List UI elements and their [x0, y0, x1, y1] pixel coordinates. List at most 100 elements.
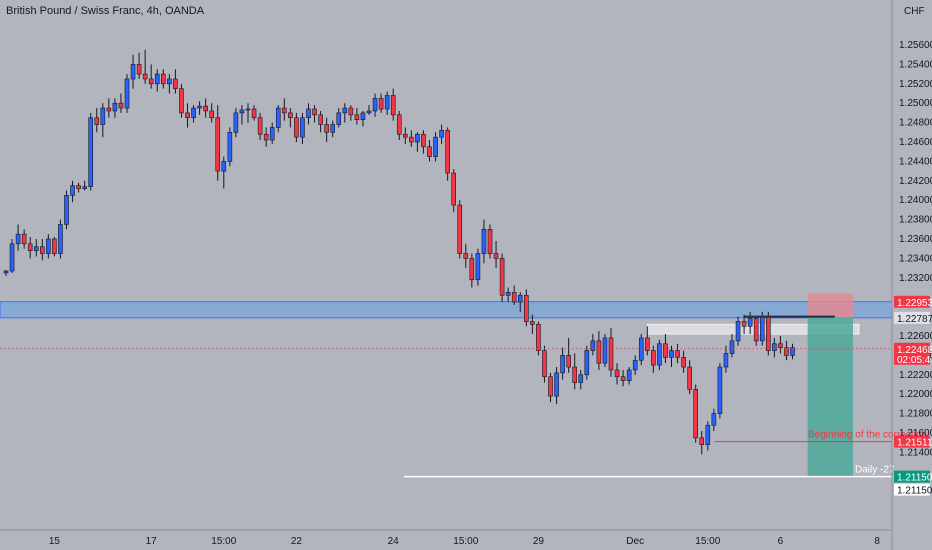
candle-body — [179, 88, 184, 114]
candle — [300, 112, 305, 144]
candle — [566, 337, 571, 373]
candle-body — [439, 130, 444, 138]
candle-body — [644, 337, 650, 351]
candle — [257, 112, 263, 141]
candle-body — [566, 355, 571, 368]
candle — [614, 363, 620, 385]
candle-body — [505, 292, 511, 296]
candle — [451, 169, 457, 212]
candles-layer — [3, 49, 795, 455]
candle-body — [336, 112, 342, 125]
candle-body — [481, 229, 487, 254]
candle — [463, 243, 469, 269]
price-axis[interactable]: 1.25600 1.25400 1.25200 1.25000 1.24800 1.246… — [899, 40, 932, 458]
price-badge-bg — [894, 435, 930, 448]
candle-body — [402, 133, 408, 138]
candle — [15, 224, 21, 251]
candle — [173, 69, 178, 94]
candle-body — [203, 105, 208, 112]
candle-body — [324, 124, 329, 133]
candle-body — [693, 389, 699, 439]
candle — [475, 248, 481, 286]
candle-body — [33, 246, 39, 251]
price-badge: 1.21150 — [894, 470, 932, 484]
price-badge-value: 1.21511 — [897, 438, 932, 449]
candle-body — [239, 109, 245, 114]
candle-body — [76, 185, 81, 189]
candle — [197, 101, 202, 115]
candle — [711, 408, 717, 432]
candle — [239, 105, 245, 125]
candle — [336, 108, 342, 128]
candle — [741, 314, 747, 335]
price-tick-label: 1.25400 — [899, 59, 932, 70]
time-tick-label: 29 — [533, 536, 545, 547]
candle — [530, 314, 535, 335]
candle — [778, 336, 783, 354]
candle-body — [511, 292, 517, 303]
candle — [185, 103, 190, 128]
candle-body — [342, 107, 348, 114]
candle-body — [142, 73, 148, 80]
candle — [729, 334, 735, 358]
time-tick-label: 24 — [388, 536, 400, 547]
candle — [554, 367, 559, 404]
candle-body — [82, 186, 87, 189]
candle — [596, 331, 602, 370]
price-tick-label: 1.24000 — [899, 195, 932, 206]
price-badge: 1.21511 — [894, 435, 932, 449]
price-tick-label: 1.22000 — [899, 389, 932, 400]
price-badge-bg — [894, 483, 930, 496]
time-tick-label: 15:00 — [695, 536, 720, 547]
candle-body — [306, 108, 311, 119]
candle — [548, 372, 553, 402]
candle — [179, 83, 184, 118]
candle — [136, 52, 142, 79]
candle-body — [741, 321, 747, 327]
candle-body — [318, 114, 323, 125]
price-badge: 1.22953 — [894, 295, 932, 309]
candle-body — [70, 185, 75, 196]
zones-layer — [0, 293, 893, 477]
candle — [457, 200, 463, 259]
candle — [167, 74, 172, 94]
candle-body — [578, 374, 584, 383]
candle — [511, 285, 517, 305]
candle-body — [487, 229, 493, 254]
candle-body — [499, 258, 505, 296]
price-badge-value: 1.21150 — [897, 473, 932, 484]
candle-body — [427, 146, 432, 157]
candle-body — [130, 64, 136, 80]
candle — [100, 103, 106, 138]
candle-body — [245, 108, 251, 111]
candle-body — [251, 108, 257, 119]
candle-body — [52, 238, 57, 254]
candle-body — [197, 105, 202, 109]
candle — [106, 98, 112, 118]
candle — [427, 140, 432, 162]
candle — [415, 132, 420, 152]
candle — [39, 239, 45, 261]
candle — [402, 127, 408, 144]
candle — [409, 130, 414, 147]
candle — [33, 239, 39, 257]
candle-body — [409, 136, 414, 143]
candle-body — [772, 343, 777, 351]
candle-body — [209, 110, 214, 119]
candle-body — [378, 98, 384, 110]
candle-body — [554, 372, 559, 397]
candle — [275, 105, 281, 133]
candle-body — [608, 337, 614, 371]
candle — [669, 345, 674, 368]
candle-body — [360, 112, 366, 120]
candle-body — [548, 376, 553, 397]
candle — [626, 367, 632, 385]
candle-body — [257, 117, 263, 135]
candle-body — [759, 316, 765, 342]
candle-body — [275, 107, 281, 128]
candle — [112, 98, 118, 118]
candle — [94, 108, 100, 133]
candle-body — [124, 78, 130, 109]
